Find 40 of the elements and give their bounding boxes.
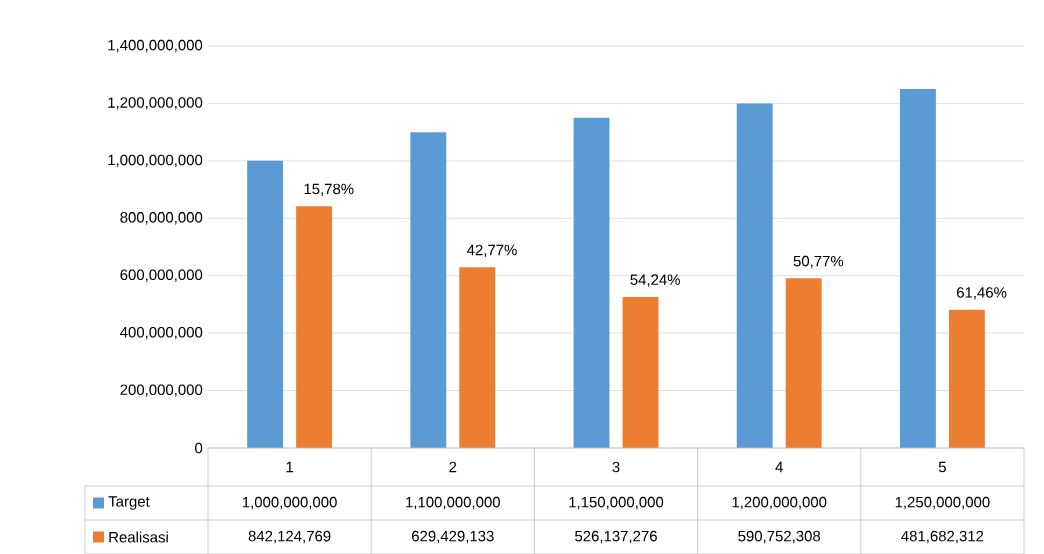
data-label: 1,250,000,000	[895, 496, 990, 510]
bar	[622, 296, 659, 448]
bar	[785, 278, 822, 448]
y-tick-label: 600,000,000	[120, 269, 203, 282]
data-label: 481,682,312	[901, 530, 984, 544]
y-tick-label: 0	[195, 442, 203, 454]
bar	[899, 89, 936, 448]
y-tick-label: 1,200,000,000	[108, 97, 203, 110]
annotation: 61,46%	[957, 287, 1007, 300]
data-label: 629,429,133	[412, 530, 494, 544]
bar	[410, 132, 447, 448]
bar	[736, 103, 773, 448]
bar	[296, 206, 333, 448]
data-label: 590,752,308	[738, 530, 821, 544]
annotation: 50,77%	[793, 255, 844, 269]
data-label: 1,150,000,000	[569, 496, 664, 510]
bar	[459, 267, 496, 448]
annotation: 42,77%	[466, 244, 517, 258]
y-tick-label: 1,000,000,000	[108, 154, 203, 168]
data-label: 1,100,000,000	[406, 496, 500, 510]
data-label: 842,124,769	[248, 530, 331, 544]
y-tick-label: 200,000,000	[120, 384, 203, 397]
y-tick-label: 400,000,000	[120, 326, 203, 340]
x-tick-label: 2	[449, 461, 457, 473]
bar	[573, 117, 610, 448]
legend-label: Target	[108, 496, 150, 510]
legend-label: Realisasi	[109, 531, 168, 543]
annotation: 54,24%	[630, 274, 680, 287]
y-tick-label: 1,400,000,000	[108, 39, 203, 53]
x-tick-label: 4	[775, 461, 783, 473]
data-label: 526,137,276	[575, 530, 657, 544]
data-label: 1,200,000,000	[732, 496, 827, 510]
x-tick-label: 3	[612, 461, 620, 473]
data-label: 1,000,000,000	[242, 496, 337, 510]
bar	[948, 309, 985, 448]
bar	[247, 160, 284, 448]
x-tick-label: 1	[286, 461, 294, 473]
annotation: 15,78%	[304, 183, 354, 196]
y-tick-label: 800,000,000	[120, 212, 203, 225]
x-tick-label: 5	[938, 461, 946, 473]
